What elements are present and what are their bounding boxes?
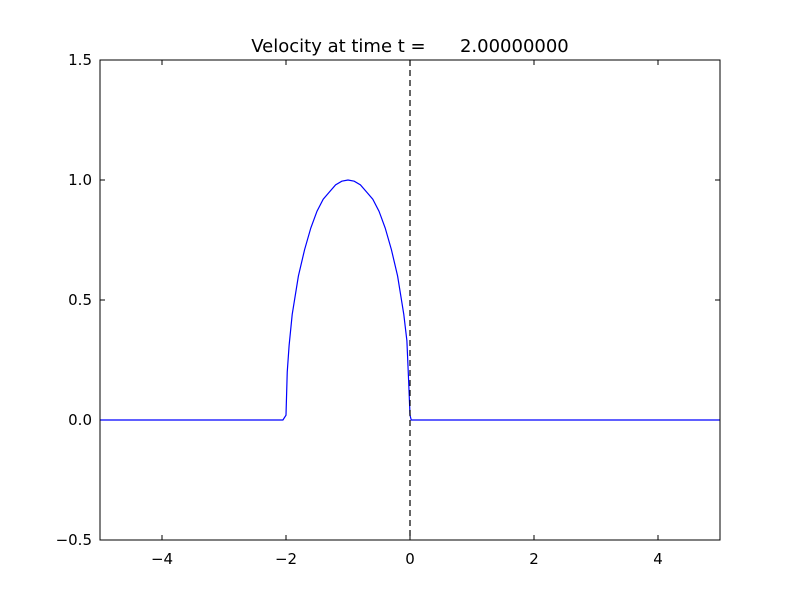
- x-tick-label: −4: [151, 550, 173, 568]
- chart-title: Velocity at time t = 2.00000000: [251, 36, 569, 57]
- plot-frame: [99, 59, 721, 541]
- x-tick-label: 0: [405, 550, 415, 568]
- y-tick-label: 0.0: [68, 411, 92, 429]
- x-tick-label: 4: [653, 550, 663, 568]
- x-tick-label: 2: [529, 550, 539, 568]
- y-tick-label: −0.5: [56, 531, 92, 549]
- y-tick-label: 0.5: [68, 291, 92, 309]
- y-tick-label: 1.5: [68, 51, 92, 69]
- y-tick-label: 1.0: [68, 171, 92, 189]
- x-tick-label: −2: [275, 550, 297, 568]
- line: [100, 179, 720, 421]
